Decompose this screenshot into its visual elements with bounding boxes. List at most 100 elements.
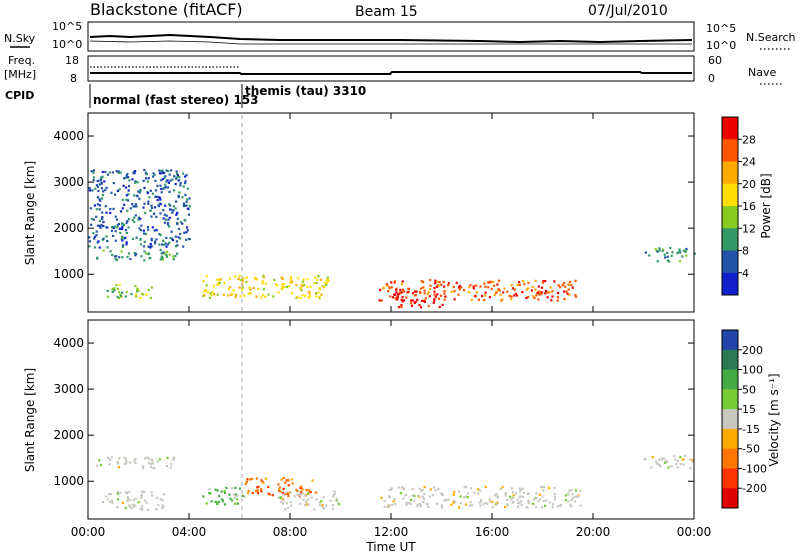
heatmap-cell xyxy=(287,484,290,487)
heatmap-cell xyxy=(540,291,543,294)
heatmap-cell xyxy=(458,284,461,287)
heatmap-cell xyxy=(535,497,538,500)
heatmap-cell xyxy=(240,279,243,282)
heatmap-cell xyxy=(337,501,340,504)
heatmap-cell xyxy=(540,293,543,296)
heatmap-cell xyxy=(125,462,128,465)
heatmap-cell xyxy=(172,456,176,459)
heatmap-cell xyxy=(664,256,667,259)
heatmap-cell xyxy=(443,290,446,293)
heatmap-cell xyxy=(284,481,287,484)
heatmap-cell xyxy=(241,494,244,497)
heatmap-cell xyxy=(548,501,551,504)
heatmap-cell xyxy=(313,282,316,285)
heatmap-cell xyxy=(147,202,150,205)
heatmap-cell xyxy=(279,490,282,493)
heatmap-cell xyxy=(169,179,172,182)
heatmap-cell xyxy=(160,172,163,175)
heatmap-cell xyxy=(262,274,265,277)
heatmap-cell xyxy=(150,458,153,461)
heatmap-cell xyxy=(685,247,688,251)
heatmap-cell xyxy=(139,507,142,510)
velocity-heatmap-cells xyxy=(95,454,694,511)
heatmap-cell xyxy=(380,299,383,302)
colorbar-tick-label: 20 xyxy=(742,178,756,191)
heatmap-cell xyxy=(114,215,117,218)
heatmap-cell xyxy=(666,259,669,262)
heatmap-cell xyxy=(92,179,95,182)
heatmap-cell xyxy=(204,289,208,293)
heatmap-cell xyxy=(125,243,128,246)
heatmap-cell xyxy=(161,177,165,181)
heatmap-cell xyxy=(115,255,118,258)
heatmap-cell xyxy=(484,285,487,288)
heatmap-cell xyxy=(165,169,168,172)
heatmap-cell xyxy=(104,205,107,208)
freq-trace xyxy=(90,71,692,75)
heatmap-cell xyxy=(101,217,104,221)
heatmap-cell xyxy=(88,189,91,192)
heatmap-cell xyxy=(104,170,107,174)
heatmap-cell xyxy=(188,205,191,208)
heatmap-cell xyxy=(232,289,235,292)
heatmap-cell xyxy=(202,294,205,298)
freq-unit: [MHz] xyxy=(4,68,36,81)
y-tick-label: 1000 xyxy=(53,267,84,281)
heatmap-cell xyxy=(124,506,127,510)
heatmap-cell xyxy=(176,244,179,247)
heatmap-cell xyxy=(183,219,186,222)
heatmap-cell xyxy=(681,255,684,258)
heatmap-cell xyxy=(146,180,149,183)
heatmap-cell xyxy=(154,195,157,198)
heatmap-cell xyxy=(324,281,327,284)
heatmap-cell xyxy=(88,236,91,239)
heatmap-cell xyxy=(142,179,145,182)
heatmap-cell xyxy=(466,496,469,499)
heatmap-cell xyxy=(104,188,107,192)
heatmap-cell xyxy=(306,285,309,288)
heatmap-cell xyxy=(151,494,154,497)
heatmap-cell xyxy=(111,290,114,293)
heatmap-cell xyxy=(247,292,250,295)
heatmap-cell xyxy=(521,280,525,283)
heatmap-cell xyxy=(301,285,304,288)
heatmap-cell xyxy=(315,281,318,285)
heatmap-cell xyxy=(205,275,208,278)
heatmap-cell xyxy=(299,493,302,496)
heatmap-cell xyxy=(654,460,658,463)
colorbar-swatch xyxy=(722,228,738,251)
colorbar-tick-label: 8 xyxy=(742,245,749,258)
heatmap-cell xyxy=(165,245,168,248)
heatmap-cell xyxy=(441,493,444,497)
heatmap-cell xyxy=(103,180,106,183)
heatmap-cell xyxy=(156,195,159,198)
heatmap-cell xyxy=(468,286,471,289)
heatmap-cell xyxy=(118,256,121,259)
heatmap-cell xyxy=(137,218,140,221)
heatmap-cell xyxy=(126,209,129,212)
nsearch-trace xyxy=(89,40,692,45)
heatmap-cell xyxy=(102,237,105,240)
y-tick-label: 1000 xyxy=(53,474,84,488)
heatmap-cell xyxy=(205,284,208,287)
heatmap-cell xyxy=(487,286,490,289)
heatmap-cell xyxy=(469,501,472,504)
heatmap-cell xyxy=(307,492,310,495)
heatmap-cell xyxy=(150,491,153,494)
colorbar-swatch xyxy=(722,488,738,509)
heatmap-cell xyxy=(479,504,482,507)
heatmap-cell xyxy=(127,185,131,188)
heatmap-cell xyxy=(321,503,324,507)
heatmap-cell xyxy=(145,293,148,296)
heatmap-cell xyxy=(394,503,397,506)
heatmap-cell xyxy=(234,293,237,296)
heatmap-cell xyxy=(116,226,119,229)
heatmap-cell xyxy=(459,495,462,498)
heatmap-cell xyxy=(489,280,492,283)
y-tick-label: 3000 xyxy=(53,175,84,189)
colorbar-tick-label: 200 xyxy=(742,344,763,357)
heatmap-cell xyxy=(577,495,580,498)
heatmap-cell xyxy=(185,204,188,207)
y-tick-label: 4000 xyxy=(53,129,84,143)
